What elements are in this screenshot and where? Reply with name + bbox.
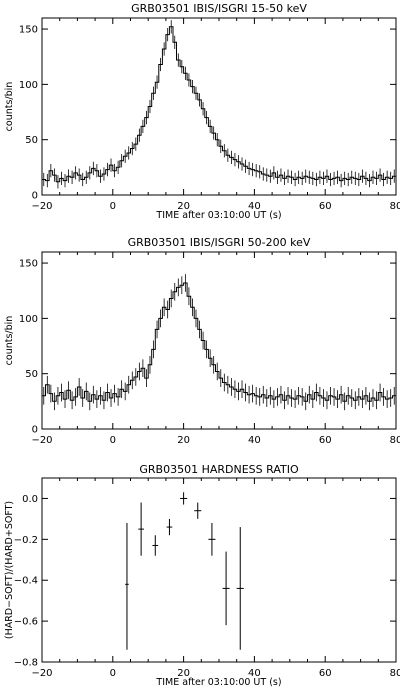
y-tick-label: 0: [32, 425, 38, 436]
y-tick-label: 100: [19, 314, 38, 325]
x-tick-label: 40: [248, 435, 261, 446]
x-axis-label: TIME after 03:10:00 UT (s): [155, 210, 281, 221]
chart-panel-2: GRB03501 IBIS/ISGRI 50-200 keV−20 0 20 40 60…: [4, 236, 400, 446]
x-tick-label: −20: [31, 201, 52, 212]
x-tick-label: 20: [177, 435, 190, 446]
y-tick-label: 150: [19, 25, 38, 36]
y-axis-label: counts/bin: [4, 316, 15, 366]
x-tick-label: 20: [177, 201, 190, 212]
x-tick-label: −20: [31, 668, 52, 679]
x-tick-label: 0: [110, 201, 116, 212]
light-curve-line: [42, 282, 396, 402]
chart-title: GRB03501 IBIS/ISGRI 50-200 keV: [128, 236, 311, 249]
x-tick-label: 80: [390, 668, 400, 679]
y-tick-label: −0.6: [14, 617, 38, 628]
y-axis-label: (HARD−SOFT)/(HARD+SOFT): [4, 501, 15, 639]
x-tick-label: 80: [390, 435, 400, 446]
y-tick-label: 50: [25, 369, 38, 380]
x-tick-label: 80: [390, 201, 400, 212]
y-tick-label: −0.2: [14, 535, 38, 546]
x-tick-label: 0: [110, 435, 116, 446]
chart-panel-1: GRB03501 IBIS/ISGRI 15-50 keV−20 0 20 40 60 8…: [4, 2, 400, 221]
x-tick-label: 40: [248, 668, 261, 679]
y-tick-label: 50: [25, 135, 38, 146]
chart-title: GRB03501 HARDNESS RATIO: [139, 463, 299, 476]
y-tick-label: 150: [19, 259, 38, 270]
y-tick-label: 0.0: [22, 494, 38, 505]
x-tick-label: 0: [110, 668, 116, 679]
chart-panel-3: GRB03501 HARDNESS RATIO −20 0 20 40 60 80 −0.8 −…: [4, 463, 400, 688]
light-curve-line: [42, 26, 396, 183]
x-tick-label: −20: [31, 435, 52, 446]
y-axis-label: counts/bin: [4, 82, 15, 132]
y-tick-label: 0: [32, 191, 38, 202]
chart-title: GRB03501 IBIS/ISGRI 15-50 keV: [131, 2, 307, 15]
x-tick-label: 40: [248, 201, 261, 212]
x-tick-label: 60: [319, 435, 332, 446]
plot-frame: [41, 477, 397, 663]
y-tick-label: −0.4: [14, 576, 38, 587]
plot-frame: [41, 251, 397, 430]
y-tick-label: 100: [19, 80, 38, 91]
y-tick-label: −0.8: [14, 658, 38, 669]
x-tick-label: 60: [319, 668, 332, 679]
x-axis-label: TIME after 03:10:00 UT (s): [155, 677, 281, 688]
x-tick-label: 20: [177, 668, 190, 679]
x-tick-label: 60: [319, 201, 332, 212]
